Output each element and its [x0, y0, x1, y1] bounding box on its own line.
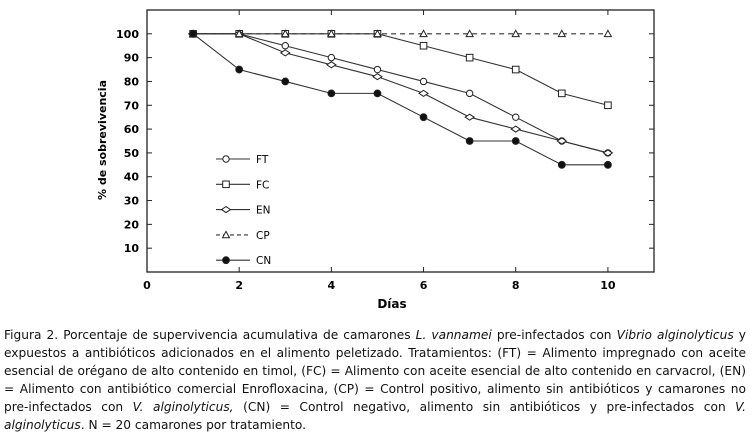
data-point-fc: [511, 65, 520, 74]
data-point-fc: [604, 101, 612, 110]
y-tick-label: 40: [124, 171, 140, 184]
y-tick-label: 10: [124, 242, 140, 255]
data-point-cn: [557, 160, 566, 169]
data-point-ft: [327, 53, 336, 62]
y-tick-label: 80: [124, 75, 140, 88]
data-point-cn: [235, 65, 244, 74]
plot-frame: [146, 9, 655, 273]
series-line-en: [193, 33, 609, 154]
legend-label-cn: CN: [256, 255, 271, 267]
y-tick-label: 90: [124, 52, 140, 65]
series-line-cn: [192, 33, 608, 166]
legend-label-fc: FC: [256, 179, 269, 191]
series-line-ft: [193, 33, 609, 154]
data-point-en: [325, 61, 337, 69]
data-point-cp: [373, 29, 382, 38]
legend-label-ft: FT: [256, 154, 269, 166]
caption-species-3: V. alginolyticus,: [132, 400, 234, 415]
series-en: [187, 30, 614, 157]
data-point-ft: [465, 89, 474, 98]
figure-caption: Figura 2. Porcentaje de supervivencia ac…: [4, 326, 746, 435]
data-point-ft: [373, 65, 382, 74]
series-cn: [189, 29, 612, 169]
data-point-ft: [419, 77, 428, 86]
data-point-en: [602, 149, 614, 157]
x-axis: 0 2 4 6 8 10: [143, 10, 616, 292]
y-axis-label: % de sobrevivencia: [96, 80, 109, 200]
legend-label-en: EN: [256, 205, 271, 217]
legend-marker-cn: [222, 256, 230, 265]
data-point-ft: [281, 42, 289, 50]
legend-label-cp: CP: [256, 230, 270, 242]
data-point-cn: [281, 77, 290, 86]
caption-species-2: Vibrio alginolyticus: [616, 328, 734, 342]
data-point-cp: [280, 29, 290, 38]
y-tick-label: 30: [124, 195, 140, 208]
series-line-fc: [193, 33, 609, 106]
data-point-en: [464, 113, 476, 121]
data-point-en: [418, 89, 429, 97]
survival-chart: 10 20 30 40 50 60 70 80 90 100 0 2 4 6 8 10 % de sobre…: [96, 9, 655, 311]
data-point-en: [510, 125, 522, 133]
legend-marker-ft: [222, 155, 230, 163]
data-point-cp: [419, 29, 428, 38]
caption-text-4: (CN) = Control negativo, alimento sin an…: [233, 400, 736, 415]
series-layer: [187, 29, 614, 169]
y-tick-label: 20: [124, 218, 140, 231]
y-tick-label: 50: [124, 147, 140, 160]
caption-text-5: . N = 20 camarones por tratamiento.: [80, 418, 307, 433]
x-tick-label: 10: [600, 279, 616, 292]
x-tick-label: 0: [143, 279, 151, 292]
data-point-ft: [512, 113, 520, 121]
data-point-cn: [511, 137, 520, 145]
data-point-fc: [465, 53, 474, 62]
legend: FT FC EN CP CN: [216, 154, 271, 267]
legend-marker-en: [220, 205, 232, 214]
x-tick-label: 6: [420, 279, 428, 292]
legend-marker-fc: [222, 180, 230, 189]
x-tick-label: 8: [512, 279, 520, 292]
series-fc: [189, 30, 612, 110]
data-point-en: [556, 137, 568, 145]
y-axis: 10 20 30 40 50 60 70 80 90 100: [116, 28, 654, 255]
data-point-cn: [189, 29, 197, 38]
x-tick-label: 4: [328, 279, 336, 292]
y-tick-label: 70: [124, 99, 140, 112]
data-point-cn: [373, 89, 382, 98]
data-point-cn: [327, 89, 336, 98]
data-point-cn: [419, 113, 428, 122]
data-point-fc: [419, 41, 428, 50]
x-tick-label: 2: [235, 279, 243, 292]
caption-text-1: Figura 2. Porcentaje de supervivencia ac…: [4, 328, 416, 342]
data-point-cp: [557, 29, 567, 38]
legend-marker-cp: [221, 230, 231, 239]
data-point-cp: [511, 29, 521, 38]
caption-species-1: L. vannamei: [415, 328, 492, 342]
caption-text-3: y expuestos a antibióticos adicionados e…: [4, 328, 746, 415]
data-point-cp: [603, 29, 613, 38]
y-tick-label: 100: [116, 28, 139, 41]
data-point-en: [279, 49, 291, 57]
data-point-cp: [234, 29, 244, 38]
caption-text-2: pre-infectados con: [491, 328, 617, 342]
data-point-cn: [465, 137, 474, 145]
caption-species-4: V. alginolyticus: [4, 400, 746, 433]
y-tick-label: 60: [124, 123, 140, 136]
data-point-fc: [558, 89, 566, 98]
data-point-cp: [327, 29, 336, 38]
x-axis-label: Días: [377, 297, 406, 311]
data-point-en: [372, 73, 383, 81]
data-point-cp: [465, 29, 474, 38]
data-point-cn: [604, 160, 612, 169]
